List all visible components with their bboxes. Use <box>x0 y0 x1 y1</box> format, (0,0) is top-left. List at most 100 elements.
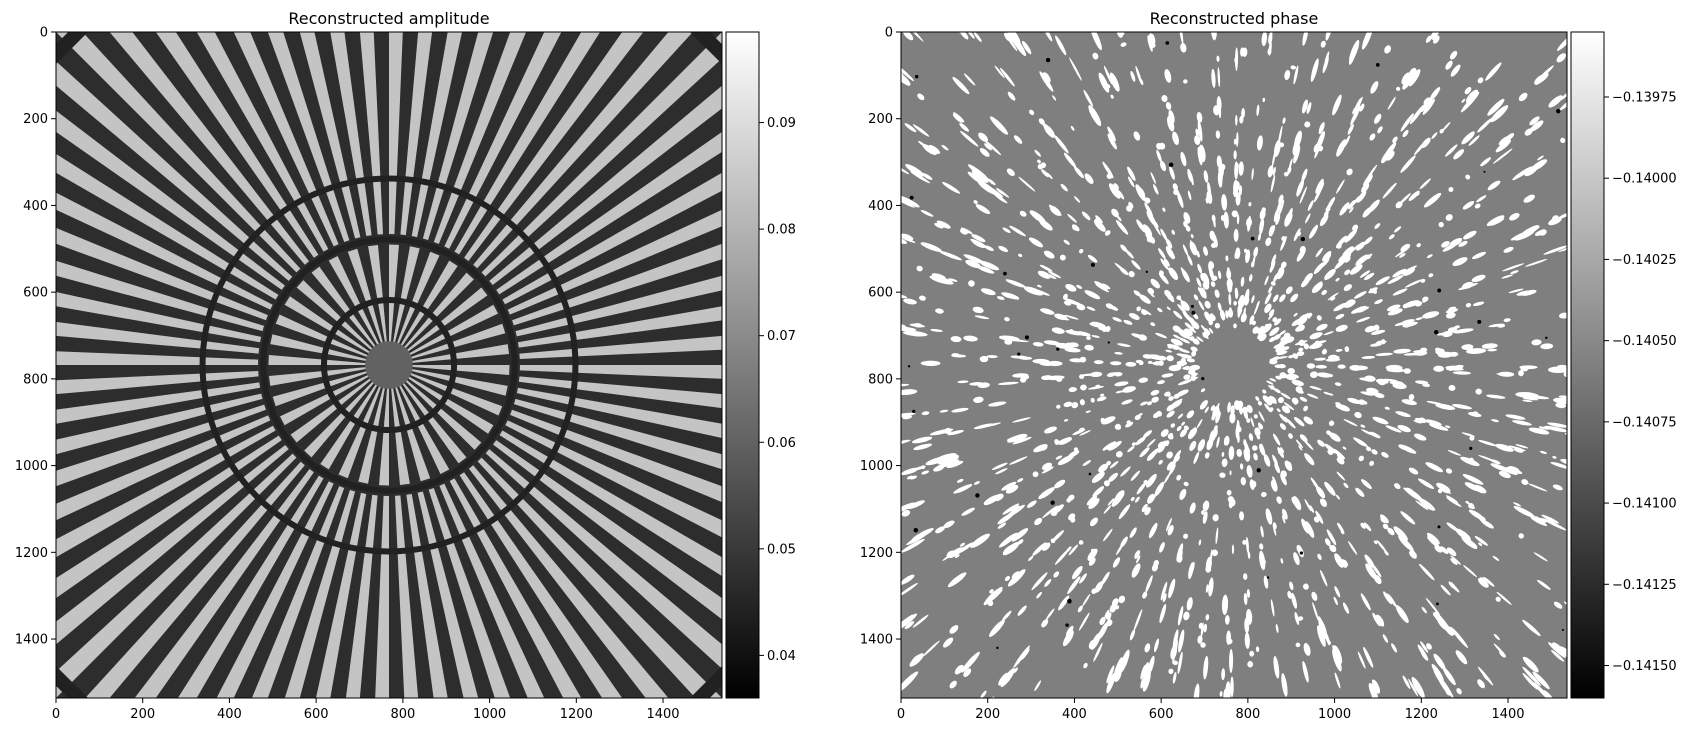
phase-speckle <box>1196 277 1202 288</box>
phase-speckle <box>1114 262 1128 275</box>
phase-plot-frame <box>900 31 1568 699</box>
phase-speckle <box>1558 397 1567 404</box>
phase-speckle <box>975 204 991 214</box>
phase-speckle <box>1423 504 1429 509</box>
phase-speckle <box>963 254 985 264</box>
phase-speckle <box>1478 542 1483 546</box>
phase-speckle <box>1408 67 1417 78</box>
phase-speckle <box>1211 214 1216 223</box>
phase-speckle <box>1291 592 1298 609</box>
phase-speckle <box>1064 314 1079 320</box>
phase-speckle <box>902 415 913 420</box>
phase-colorbar-tick-label: −0.14025 <box>1612 253 1677 268</box>
phase-speckle <box>1171 229 1175 235</box>
phase-speckle <box>1055 342 1071 349</box>
phase-speckle <box>1243 448 1250 458</box>
phase-speckle <box>912 614 929 628</box>
phase-speckle <box>1413 420 1422 424</box>
phase-speckle <box>1236 132 1239 147</box>
phase-speckle <box>1445 468 1453 474</box>
phase-speckle <box>1272 356 1281 360</box>
phase-speckle <box>1408 678 1419 697</box>
phase-speckle <box>1513 502 1522 507</box>
phase-speckle <box>1382 634 1389 643</box>
phase-speckle <box>1499 650 1506 658</box>
phase-speckle <box>1034 517 1043 526</box>
phase-speckle <box>1136 306 1141 312</box>
phase-speckle <box>1307 200 1314 212</box>
amplitude-colorbar-gradient <box>725 31 760 699</box>
phase-speckle <box>1560 137 1566 143</box>
amplitude-outer-spoke <box>400 32 433 236</box>
phase-speckle <box>1198 539 1202 546</box>
phase-speckle <box>953 484 973 494</box>
phase-speckle <box>967 164 989 180</box>
phase-speckle <box>1092 486 1105 498</box>
phase-speckle <box>1144 197 1151 204</box>
phase-speckle <box>1136 482 1147 495</box>
phase-speckle <box>901 324 907 330</box>
amplitude-outer-spoke <box>481 32 722 277</box>
phase-speckle <box>1259 550 1266 571</box>
phase-speckle <box>1314 140 1322 159</box>
phase-speckle <box>1551 649 1565 662</box>
phase-speckle <box>1177 549 1183 561</box>
amplitude-y-tick-label: 200 <box>23 112 48 127</box>
phase-speckle <box>1487 348 1498 352</box>
phase-speckle <box>984 143 992 151</box>
phase-speckle <box>1090 548 1096 554</box>
phase-speckle <box>1147 360 1153 364</box>
phase-speckle <box>1244 288 1250 303</box>
phase-speckle <box>997 522 1007 529</box>
phase-speckle <box>1073 166 1084 179</box>
phase-speckle <box>1426 532 1440 545</box>
phase-speckle <box>1183 313 1192 322</box>
phase-speckle <box>1400 511 1416 525</box>
phase-speckle <box>1294 417 1305 427</box>
phase-speckle <box>1051 530 1064 543</box>
phase-speckle <box>1356 316 1371 323</box>
phase-speckle <box>1140 675 1146 689</box>
phase-speckle <box>1078 612 1090 631</box>
phase-speckle <box>1556 53 1567 63</box>
phase-speckle <box>1168 464 1176 475</box>
phase-speckle <box>1369 133 1376 141</box>
phase-colorbar-tick-label: −0.14075 <box>1612 415 1677 430</box>
phase-speckle <box>1498 371 1515 377</box>
phase-speckle <box>1408 393 1415 401</box>
phase-speckle <box>1456 688 1462 695</box>
phase-speckle <box>1321 625 1326 635</box>
phase-speckle <box>1029 109 1035 116</box>
phase-speckle <box>1361 32 1373 50</box>
phase-speckle <box>1557 211 1567 220</box>
phase-speckle <box>1512 166 1533 181</box>
phase-speckle <box>1009 456 1028 465</box>
phase-speckle <box>1253 414 1258 419</box>
phase-speckle <box>1363 173 1373 186</box>
phase-speckle <box>1115 219 1129 235</box>
phase-speckle <box>1527 225 1540 233</box>
phase-speckle <box>1254 431 1260 436</box>
phase-speckle <box>1373 540 1378 545</box>
phase-x-tick-label: 200 <box>975 707 1000 722</box>
phase-speckle <box>1219 472 1226 478</box>
phase-speckle <box>1445 308 1458 314</box>
phase-speckle <box>1005 484 1019 494</box>
phase-speckle <box>1147 287 1155 295</box>
phase-speckle <box>1485 62 1502 81</box>
phase-speckle <box>1238 303 1244 308</box>
phase-speckle <box>1493 633 1500 641</box>
phase-speckle <box>1377 379 1386 386</box>
phase-speckle <box>1253 452 1258 461</box>
phase-speckle <box>1448 367 1453 371</box>
phase-speckle <box>1246 404 1253 414</box>
phase-speckle <box>1173 310 1183 320</box>
phase-speckle <box>1455 528 1471 541</box>
phase-speckle <box>1354 411 1362 419</box>
phase-speckle <box>1279 142 1285 148</box>
phase-speckle <box>1051 510 1058 517</box>
phase-speckle <box>1034 680 1042 692</box>
phase-speckle <box>1198 622 1203 629</box>
phase-speckle <box>922 144 937 156</box>
